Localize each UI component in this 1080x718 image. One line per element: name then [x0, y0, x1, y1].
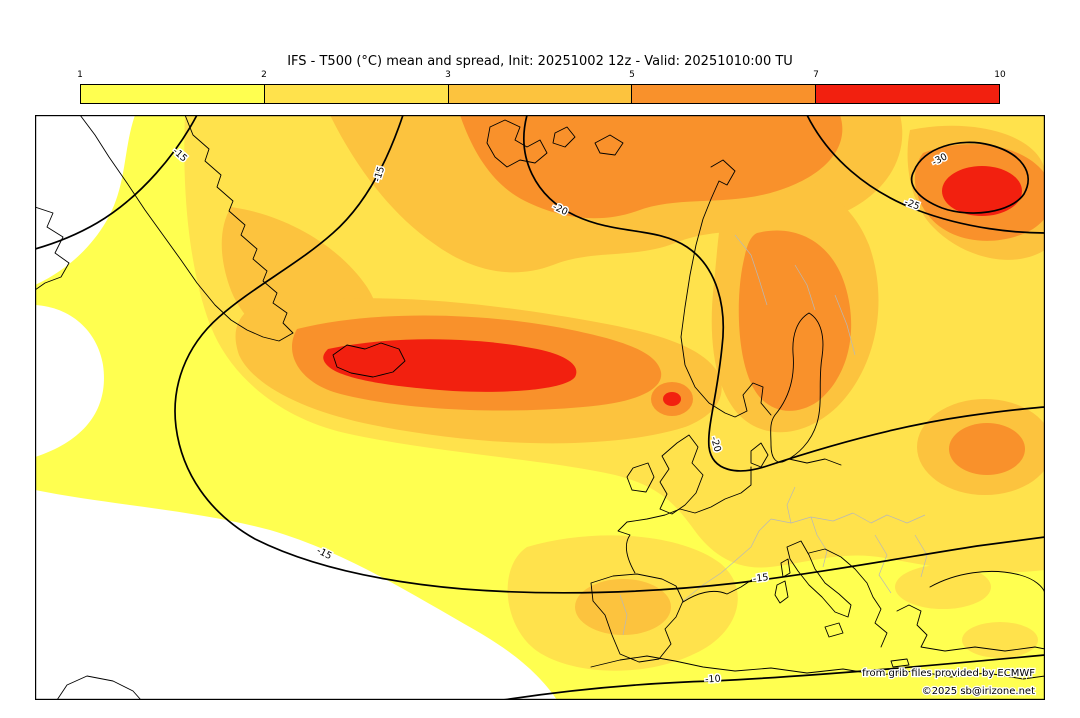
- colorbar-segment-2: [264, 85, 449, 103]
- contour-line-m15-main: [174, 115, 1045, 594]
- colorbar-legend: 1 2 3 5 7 10: [77, 71, 1006, 104]
- contour-line-m10: [502, 654, 1045, 700]
- coastline-labrador: [35, 206, 70, 291]
- contour-label-m10: -10: [705, 674, 721, 686]
- coastline-greenland: [79, 115, 294, 342]
- coastline-denmark: [750, 442, 769, 468]
- colorbar-tick-label: 3: [445, 70, 451, 80]
- colorbar-segment-5: [816, 85, 999, 103]
- spread-fill-level4-east: [949, 423, 1025, 475]
- spread-fill-level5-faroe: [663, 392, 681, 406]
- spread-fill-level4-scandinavia: [738, 230, 852, 411]
- contour-line-m20: [523, 115, 1045, 472]
- coastline-ireland: [626, 462, 655, 493]
- colorbar-tick-label: 7: [813, 70, 819, 80]
- coastline-balkans-greece: [808, 548, 1045, 668]
- coastline-svalbard: [486, 119, 624, 168]
- map-canvas: -15 -15 -20 -20 -25 -30 -15 -15 -10 from…: [35, 115, 1045, 700]
- spread-fill-level3-bottom-core: [575, 579, 671, 635]
- white-region-left: [35, 305, 104, 457]
- coastline-black-sea: [929, 570, 1045, 594]
- spread-fill-level5-topright: [942, 166, 1022, 216]
- coastline-france-westeurope: [617, 466, 754, 603]
- coastline-italy: [774, 540, 852, 638]
- spread-fill-level2-se-patch: [895, 565, 991, 609]
- coastline-north-africa: [590, 655, 1045, 680]
- colorbar-segment-1: [81, 85, 265, 103]
- contour-line-m25: [806, 115, 1045, 234]
- coastline-newfoundland: [56, 675, 142, 700]
- contour-label-m15: -15: [752, 572, 769, 585]
- spread-fill-level4-top: [460, 115, 843, 219]
- contour-line-m30-closed: [910, 141, 1029, 214]
- colorbar-segment-3: [448, 85, 633, 103]
- country-border-lines: [619, 234, 928, 636]
- coastline-iberia: [590, 573, 684, 663]
- contour-line-m15-nw: [35, 115, 198, 250]
- map-panel: -15 -15 -20 -20 -25 -30 -15 -15 -10 from…: [35, 115, 1045, 700]
- map-border: [35, 115, 1045, 700]
- credits-source: from grib files provided by ECMWF: [862, 668, 1035, 679]
- spread-fill-level2-se-patch2: [962, 622, 1038, 658]
- colorbar-tick-label: 2: [261, 70, 267, 80]
- coastline-norway: [680, 159, 772, 418]
- colorbar-segment-4: [632, 85, 817, 103]
- spread-fill-level5-streak: [323, 339, 577, 392]
- credits-copyright: ©2025 sb@irizone.net: [922, 686, 1035, 697]
- colorbar-tick-label: 5: [629, 70, 635, 80]
- coastline-baltic: [770, 312, 842, 466]
- white-region-bottomleft: [35, 490, 557, 700]
- colorbar: [80, 84, 1000, 104]
- colorbar-tick-label: 10: [994, 70, 1006, 80]
- coastline-iceland: [332, 342, 406, 378]
- colorbar-tick-label: 1: [77, 70, 83, 80]
- chart-title: IFS - T500 (°C) mean and spread, Init: 2…: [287, 54, 793, 69]
